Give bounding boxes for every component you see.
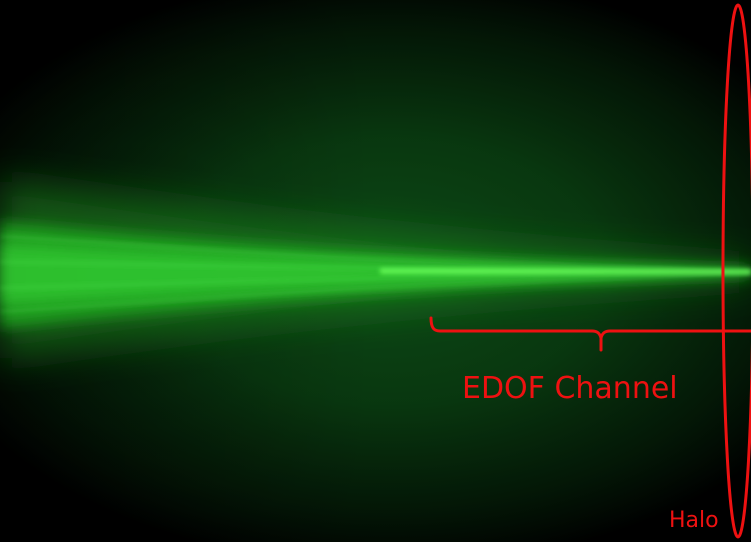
halo-label: Halo [669,508,719,533]
channel-bracket [429,316,751,352]
beam-core [380,268,751,275]
edof-channel-label: EDOF Channel [462,371,678,406]
beam-streaks [0,235,751,313]
halo-ellipse [721,3,751,539]
beam-inner [0,244,751,304]
